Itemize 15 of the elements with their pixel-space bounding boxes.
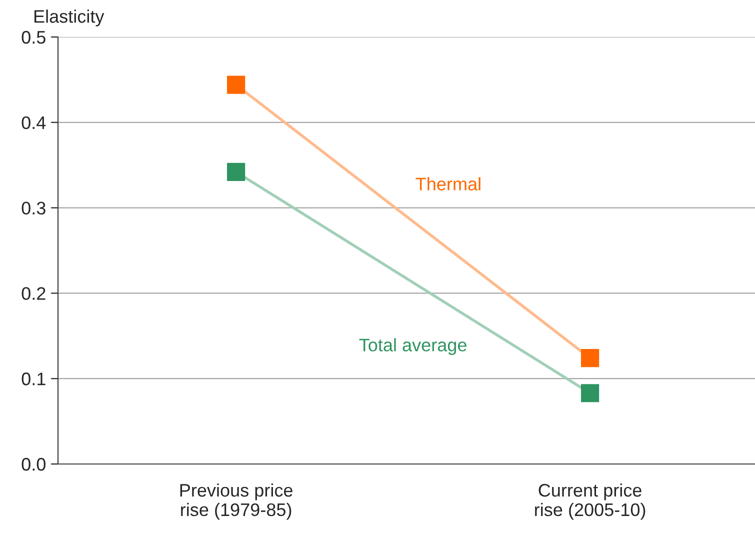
- y-tick-label: 0.3: [22, 202, 46, 215]
- x-tick-label: Current price rise (2005-10): [535, 483, 646, 520]
- point: [227, 162, 246, 181]
- x-tick-label: Previous price rise (1979-85): [180, 483, 292, 520]
- point: [580, 349, 600, 368]
- point: [580, 384, 600, 402]
- y-tick-label: 0.5: [22, 30, 46, 44]
- y-tick-label: 0.4: [22, 116, 46, 130]
- y-tick-label: 0.0: [22, 458, 46, 471]
- y-axis-title: Elasticity: [34, 10, 104, 26]
- series-label: Thermal: [416, 177, 480, 190]
- y-tick-label: 0.1: [22, 372, 46, 386]
- y-tick-label: 0.2: [22, 287, 46, 300]
- point: [227, 76, 246, 94]
- series-label: Total average: [359, 338, 466, 355]
